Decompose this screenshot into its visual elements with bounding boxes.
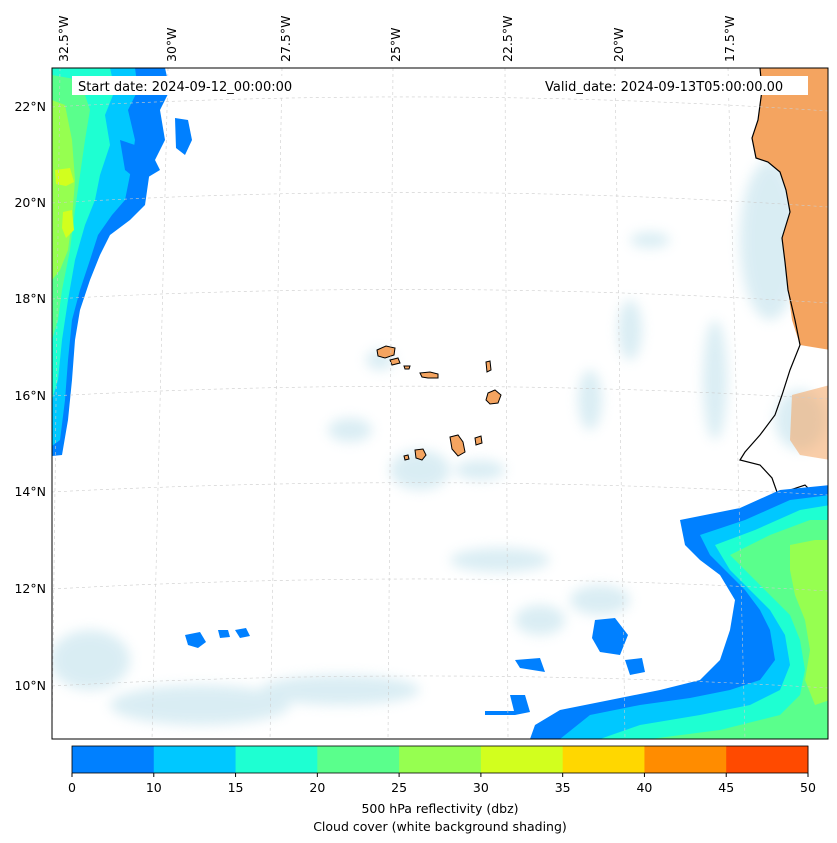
colorbar-swatches — [72, 746, 809, 773]
colorbar-tick-label: 25 — [391, 780, 407, 795]
land-mainland-south — [790, 385, 828, 460]
colorbar-swatch — [235, 746, 318, 773]
island-sao-vicente — [389, 357, 401, 366]
lon-label: 22.5°W — [500, 16, 515, 62]
lon-label: 20°W — [611, 27, 626, 62]
refl-se-cell-d — [218, 630, 230, 638]
colorbar-tick-label: 45 — [718, 780, 734, 795]
island-sao-nicolau — [419, 371, 439, 379]
refl-se-cell-a — [592, 618, 628, 655]
refl-west-cell-b — [120, 140, 160, 182]
colorbar-swatch — [317, 746, 400, 773]
colorbar-subtitle: Cloud cover (white background shading) — [313, 819, 567, 834]
colorbar-swatch — [480, 746, 564, 773]
lon-label: 32.5°W — [56, 16, 71, 62]
island-fogo — [414, 448, 427, 461]
lat-label: 16°N — [14, 388, 46, 403]
lat-label: 20°N — [14, 195, 46, 210]
refl-se-cell-f — [625, 658, 645, 675]
lon-label: 27.5°W — [278, 16, 293, 62]
colorbar-swatch — [153, 746, 237, 773]
refl-se-3 — [650, 520, 828, 739]
lat-label: 18°N — [14, 291, 46, 306]
longitude-labels: 32.5°W 30°W 27.5°W 25°W 22.5°W 20°W 17.5… — [56, 16, 737, 62]
latitude-labels: 22°N 20°N 18°N 16°N 14°N 12°N 10°N — [14, 99, 46, 693]
cape-verde-islands — [376, 345, 502, 461]
refl-west-4 — [52, 100, 75, 280]
colorbar-tick-label: 20 — [309, 780, 325, 795]
graticule — [52, 68, 828, 739]
map-content: Start date: 2024-09-12_00:00:00 Valid_da… — [52, 68, 828, 739]
lat-label: 10°N — [14, 678, 46, 693]
island-santiago — [449, 434, 466, 457]
colorbar-tick-label: 0 — [68, 780, 76, 795]
map-border — [51, 67, 829, 740]
reflectivity-southeast — [185, 485, 828, 739]
colorbar-tick-label: 50 — [800, 780, 816, 795]
colorbar: 0 10 15 20 25 30 35 40 45 50 500 hPa reflectivity… — [68, 745, 816, 834]
map-background — [52, 68, 828, 739]
colorbar-swatch — [644, 746, 727, 773]
colorbar-tick-label: 15 — [228, 780, 244, 795]
colorbar-swatch — [399, 746, 482, 773]
colorbar-swatch — [726, 746, 809, 773]
colorbar-tick-label: 40 — [636, 780, 652, 795]
refl-se-cell-g — [510, 695, 530, 715]
refl-west-5 — [55, 168, 74, 186]
colorbar-tick-label: 30 — [473, 780, 489, 795]
refl-west-5b — [62, 210, 74, 238]
island-sal — [485, 360, 492, 373]
refl-se-4 — [790, 540, 828, 705]
island-santa-luzia — [403, 365, 411, 370]
lat-label: 14°N — [14, 484, 46, 499]
colorbar-swatch — [72, 746, 155, 773]
lat-label: 12°N — [14, 581, 46, 596]
island-santo-antao — [376, 345, 396, 359]
start-date-text: Start date: 2024-09-12_00:00:00 — [78, 80, 292, 95]
refl-se-cell-b — [515, 658, 545, 672]
island-maio — [474, 435, 483, 446]
colorbar-title: 500 hPa reflectivity (dbz) — [361, 801, 518, 816]
island-brava — [403, 454, 410, 461]
refl-west-cell-a — [175, 118, 192, 155]
lat-label: 22°N — [14, 99, 46, 114]
colorbar-ticks: 0 10 15 20 25 30 35 40 45 50 — [68, 773, 816, 795]
start-date-box — [72, 76, 310, 95]
lon-label: 30°W — [164, 27, 179, 62]
colorbar-border — [71, 745, 809, 774]
valid-date-box — [540, 76, 808, 95]
colorbar-swatch — [562, 746, 645, 773]
refl-se-cell-c — [185, 632, 206, 648]
refl-se-cell-e — [235, 628, 250, 638]
coastline — [739, 68, 828, 505]
lon-label: 17.5°W — [722, 16, 737, 62]
lon-label: 25°W — [388, 27, 403, 62]
island-boa-vista — [485, 389, 502, 405]
colorbar-tick-label: 10 — [146, 780, 162, 795]
reflectivity-west — [52, 68, 192, 456]
refl-se-cell-h — [485, 711, 515, 715]
valid-date-text: Valid_date: 2024-09-13T05:00:00.00 — [545, 80, 783, 95]
colorbar-tick-label: 35 — [555, 780, 571, 795]
